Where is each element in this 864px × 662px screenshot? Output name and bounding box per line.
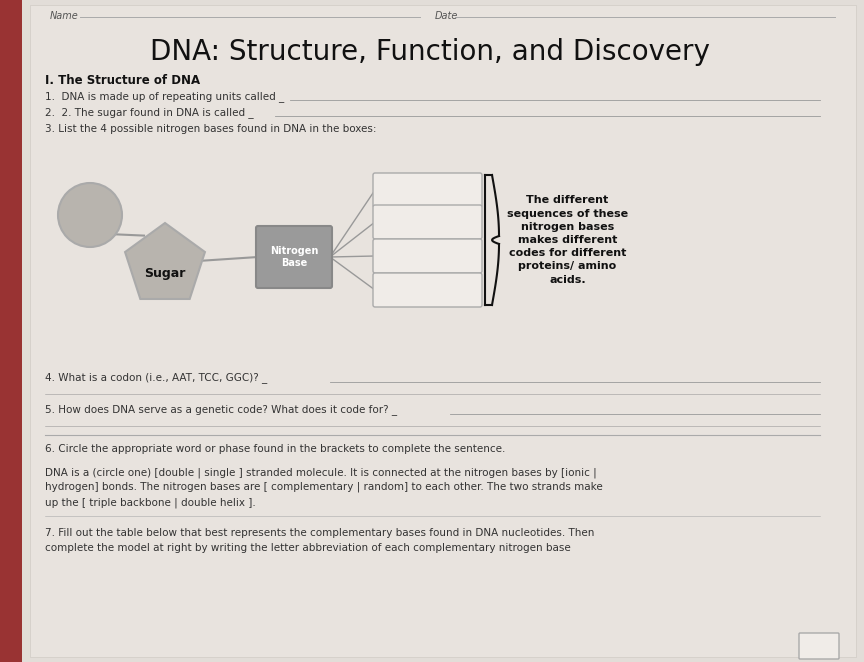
Bar: [0, 0, 22, 662]
Text: Date: Date: [435, 11, 459, 21]
Text: DNA is a (circle one) [double | single ] stranded molecule. It is connected at t: DNA is a (circle one) [double | single ]…: [45, 467, 597, 477]
Text: The different
sequences of these
nitrogen bases
makes different
codes for differ: The different sequences of these nitroge…: [507, 195, 628, 285]
Text: 6. Circle the appropriate word or phase found in the brackets to complete the se: 6. Circle the appropriate word or phase …: [45, 444, 505, 454]
Text: 1.  DNA is made up of repeating units called _: 1. DNA is made up of repeating units cal…: [45, 91, 284, 103]
Text: Nitrogen
Base: Nitrogen Base: [270, 246, 318, 268]
Text: 2.  2. The sugar found in DNA is called _: 2. 2. The sugar found in DNA is called _: [45, 107, 254, 118]
FancyBboxPatch shape: [373, 205, 482, 239]
FancyBboxPatch shape: [799, 633, 839, 659]
Text: 7. Fill out the table below that best represents the complementary bases found i: 7. Fill out the table below that best re…: [45, 528, 594, 538]
Text: hydrogen] bonds. The nitrogen bases are [ complementary | random] to each other.: hydrogen] bonds. The nitrogen bases are …: [45, 482, 603, 493]
Text: 3. List the 4 possible nitrogen bases found in DNA in the boxes:: 3. List the 4 possible nitrogen bases fo…: [45, 124, 377, 134]
Circle shape: [58, 183, 122, 247]
Text: Sugar: Sugar: [144, 267, 186, 279]
Text: 4. What is a codon (i.e., AAT, TCC, GGC)? _: 4. What is a codon (i.e., AAT, TCC, GGC)…: [45, 373, 267, 383]
Text: complete the model at right by writing the letter abbreviation of each complemen: complete the model at right by writing t…: [45, 543, 571, 553]
Text: up the [ triple backbone | double helix ].: up the [ triple backbone | double helix …: [45, 497, 256, 508]
FancyBboxPatch shape: [256, 226, 332, 288]
Text: I. The Structure of DNA: I. The Structure of DNA: [45, 73, 200, 87]
Text: DNA: Structure, Function, and Discovery: DNA: Structure, Function, and Discovery: [150, 38, 710, 66]
FancyBboxPatch shape: [373, 239, 482, 273]
FancyBboxPatch shape: [373, 173, 482, 207]
Polygon shape: [125, 223, 205, 299]
Text: 5. How does DNA serve as a genetic code? What does it code for? _: 5. How does DNA serve as a genetic code?…: [45, 404, 397, 416]
Text: Name: Name: [50, 11, 79, 21]
FancyBboxPatch shape: [373, 273, 482, 307]
